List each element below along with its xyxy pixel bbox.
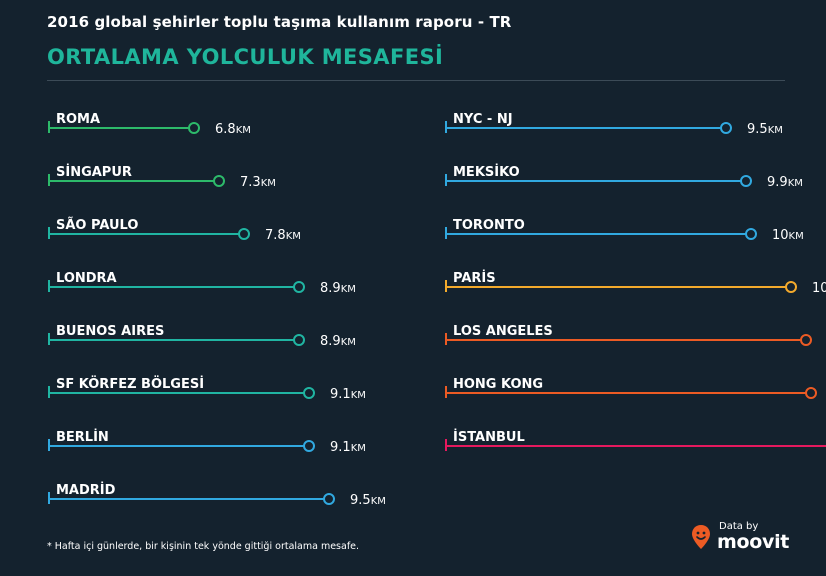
chart-title: ORTALAMA YOLCULUK MESAFESİ: [47, 45, 444, 69]
city-label: NYC - NJ: [453, 112, 513, 127]
chart-row: BUENOS AIRES 8.9KM: [48, 324, 356, 349]
chart-row: HONG KONG11.2KM: [445, 377, 817, 399]
brand-caption: Data by: [719, 521, 759, 532]
unit-label: KM: [351, 390, 366, 401]
city-label: ROMA: [56, 112, 100, 127]
city-label: SİNGAPUR: [56, 164, 132, 180]
unit-label: KM: [768, 125, 783, 136]
city-label: SF KÖRFEZ BÖLGESİ: [56, 376, 204, 392]
unit-label: KM: [286, 231, 301, 242]
moovit-pin-logo-icon: [692, 525, 710, 549]
value-label: 8.9KM: [320, 334, 356, 349]
city-label: BERLİN: [56, 429, 109, 445]
chart-row: PARİS 10.8KM: [445, 270, 826, 296]
chart-row: SÃO PAULO 7.8KM: [48, 217, 301, 243]
value-point: [303, 440, 315, 452]
value-label: 8.9KM: [320, 281, 356, 296]
footnote: * Hafta içi günlerde, bir kişinin tek yö…: [47, 541, 360, 552]
value-point: [213, 175, 225, 187]
city-label: BUENOS AIRES: [56, 324, 164, 339]
chart-row: ROMA 6.8KM: [48, 112, 251, 137]
value-point: [238, 228, 250, 240]
value-label: 9.5KM: [747, 122, 783, 137]
chart-row: İSTANBUL12KM: [445, 429, 826, 451]
value-point: [323, 493, 335, 505]
city-label: LONDRA: [56, 271, 117, 286]
unit-label: KM: [236, 125, 251, 136]
value-label: 9.5KM: [350, 493, 386, 508]
brand-logo: Data by moovit: [691, 520, 791, 554]
value-point: [745, 228, 757, 240]
value-point: [720, 122, 732, 134]
value-point: [805, 387, 817, 399]
value-point: [303, 387, 315, 399]
chart-row: MADRİD 9.5KM: [48, 482, 386, 508]
value-label: 9.9KM: [767, 175, 803, 190]
city-label: PARİS: [453, 270, 496, 286]
unit-label: KM: [371, 496, 386, 507]
value-label: 10.8KM: [812, 281, 826, 296]
chart-row: LONDRA 8.9KM: [48, 271, 356, 296]
chart-row: SİNGAPUR 7.3KM: [48, 164, 276, 190]
value-label: 9.1KM: [330, 440, 366, 455]
value-point: [785, 281, 797, 293]
value-label: 9.1KM: [330, 387, 366, 402]
value-label: 7.3KM: [240, 175, 276, 190]
city-label: MEKSİKO: [453, 164, 520, 180]
title-divider: [47, 80, 785, 81]
unit-label: KM: [341, 284, 356, 295]
chart-row: NYC - NJ 9.5KM: [445, 112, 783, 137]
value-label: 6.8KM: [215, 122, 251, 137]
city-label: LOS ANGELES: [453, 324, 553, 339]
city-label: HONG KONG: [453, 377, 543, 392]
value-point: [293, 281, 305, 293]
chart-row: MEKSİKO 9.9KM: [445, 164, 803, 190]
chart-row: SF KÖRFEZ BÖLGESİ 9.1KM: [48, 376, 366, 402]
city-label: MADRİD: [56, 482, 116, 498]
value-point: [188, 122, 200, 134]
chart-row: TORONTO 10KM: [445, 218, 804, 243]
unit-label: KM: [261, 178, 276, 189]
unit-label: KM: [788, 178, 803, 189]
value-point: [740, 175, 752, 187]
city-label: TORONTO: [453, 218, 525, 233]
brand-name: moovit: [717, 531, 790, 553]
chart-row: LOS ANGELES11.1KM: [445, 324, 812, 346]
unit-label: KM: [341, 337, 356, 348]
chart-row: BERLİN 9.1KM: [48, 429, 366, 455]
city-label: İSTANBUL: [453, 429, 525, 445]
report-subtitle: 2016 global şehirler toplu taşıma kullan…: [47, 13, 512, 31]
unit-label: KM: [351, 443, 366, 454]
value-point: [800, 334, 812, 346]
unit-label: KM: [789, 231, 804, 242]
city-label: SÃO PAULO: [56, 217, 138, 233]
value-label: 7.8KM: [265, 228, 301, 243]
value-point: [293, 334, 305, 346]
value-label: 10KM: [772, 228, 804, 243]
